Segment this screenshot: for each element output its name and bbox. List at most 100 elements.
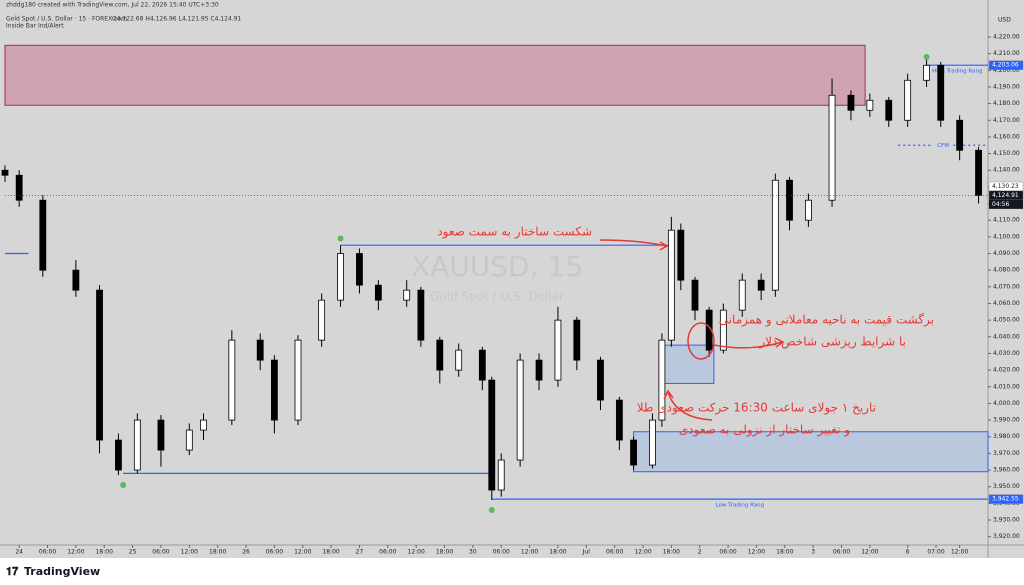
y-tick-label: 4,190.00 [993, 83, 1020, 90]
candle-body [597, 359, 604, 401]
x-tick-label: 2 [698, 549, 702, 556]
y-tick-label: 4,060.00 [993, 300, 1020, 307]
annotations: شکست ساختار به سمت صعود برگشت قیمت به نا… [437, 225, 934, 438]
x-tick-label: 06:00 [833, 549, 850, 556]
level-label: High Trading Rang [932, 69, 982, 75]
x-tick-label: 18:00 [96, 549, 113, 556]
y-tick-label: 4,140.00 [993, 167, 1020, 174]
annotation-circle [687, 322, 715, 360]
x-tick-label: 12:00 [521, 549, 538, 556]
candle-body [805, 199, 812, 221]
candle-body [828, 94, 836, 201]
pivot-dot [488, 507, 495, 514]
candle-body [738, 279, 746, 311]
y-tick-label: 4,030.00 [993, 350, 1020, 357]
candle-body [478, 349, 486, 381]
price-label: 4,130.23 [992, 183, 1019, 190]
candle-body [554, 319, 562, 381]
candle-body [956, 119, 964, 151]
candle-body [847, 94, 855, 111]
y-tick-label: 3,980.00 [993, 433, 1020, 440]
zone [4, 44, 866, 106]
annotation-arrowhead [774, 337, 785, 348]
y-tick-label: 4,200.00 [993, 67, 1020, 74]
candle-body [885, 99, 893, 121]
candle-body [374, 284, 382, 301]
candle-body [691, 279, 699, 311]
plot-area: 3,920.003,930.003,940.003,950.003,960.00… [1, 33, 1024, 556]
annotation-arrowhead [663, 389, 674, 400]
candle-body [771, 179, 779, 291]
candle-body [488, 379, 496, 491]
y-tick-label: 4,070.00 [993, 283, 1020, 290]
x-tick-label: 12:00 [748, 549, 765, 556]
x-tick-label: 18:00 [549, 549, 566, 556]
x-tick-label: 07:00 [927, 549, 944, 556]
watermark-description: Gold Spot / U.S. Dollar [430, 290, 564, 304]
x-tick-label: 06:00 [39, 549, 56, 556]
candle-body [866, 99, 874, 111]
symbol-line: Gold Spot / U.S. Dollar · 15 · FOREX.com [6, 16, 127, 23]
x-tick-label: 18:00 [776, 549, 793, 556]
candle-body [516, 359, 524, 461]
candle-body [615, 399, 623, 441]
candle-body [667, 229, 675, 341]
y-tick-label: 4,170.00 [993, 117, 1020, 124]
y-tick-label: 4,010.00 [993, 383, 1020, 390]
y-tick-label: 3,920.00 [993, 533, 1020, 540]
x-tick-label: 12:00 [951, 549, 968, 556]
pivot-dot [923, 53, 930, 60]
candle-body [403, 289, 411, 301]
level-label-bg [933, 141, 954, 150]
y-tick-label: 4,050.00 [993, 317, 1020, 324]
footer: 𝟏𝟕 TradingView [6, 565, 100, 578]
x-tick-label: 06:00 [493, 549, 510, 556]
candle-body [15, 174, 23, 201]
annotation-arrowhead [659, 241, 669, 251]
y-tick-label: 4,090.00 [993, 250, 1020, 257]
x-tick-label: 25 [129, 549, 137, 556]
x-tick-label: 30 [469, 549, 477, 556]
ohlc-line: O4,122.68 H4,126.96 L4,121.95 C4,124.91 [112, 16, 242, 23]
annotation-text: با شرایط ریزشی شاخص دلار [758, 335, 906, 350]
x-tick-label: 12:00 [294, 549, 311, 556]
candle-body [757, 279, 765, 291]
x-tick-label: 12:00 [861, 549, 878, 556]
watermark-symbol: XAUUSD, 15 [411, 250, 583, 283]
price-label: 4,203.06 [992, 62, 1019, 69]
candle-body [185, 429, 193, 451]
y-tick-label: 4,100.00 [993, 233, 1020, 240]
x-tick-label: 18:00 [436, 549, 453, 556]
annotation-text: برگشت قیمت به ناحیه معاملاتی و همزمانی [719, 313, 934, 328]
x-tick-label: 3 [811, 549, 815, 556]
candle-body [256, 339, 264, 361]
x-tick-label: 24 [15, 549, 23, 556]
x-tick-label: 26 [242, 549, 250, 556]
zone [633, 431, 989, 473]
y-tick-label: 4,110.00 [993, 217, 1020, 224]
pivot-dot [337, 235, 344, 242]
candle-body [573, 319, 581, 361]
x-tick-label: 27 [356, 549, 364, 556]
candle-body [1, 169, 9, 176]
x-tick-label: 12:00 [181, 549, 198, 556]
y-tick-label: 3,990.00 [993, 417, 1020, 424]
annotation-text: شکست ساختار به سمت صعود [437, 225, 592, 240]
x-tick-label: 06:00 [606, 549, 623, 556]
x-tick-label: 06:00 [152, 549, 169, 556]
candle-body [294, 339, 302, 421]
annotation-arrow [713, 341, 783, 349]
candle-body [455, 349, 463, 371]
candle-body [318, 299, 326, 341]
annotation-arrow [599, 239, 667, 247]
candle-body [497, 459, 505, 491]
candle-body [786, 179, 793, 221]
candle-body [96, 289, 103, 441]
candle-body [719, 309, 727, 351]
candle-body [228, 339, 236, 421]
candle-body [658, 339, 666, 421]
candle-body [72, 269, 80, 291]
countdown-box [989, 199, 1023, 209]
